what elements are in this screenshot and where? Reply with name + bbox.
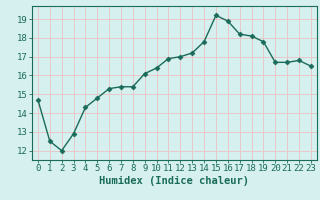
X-axis label: Humidex (Indice chaleur): Humidex (Indice chaleur)	[100, 176, 249, 186]
